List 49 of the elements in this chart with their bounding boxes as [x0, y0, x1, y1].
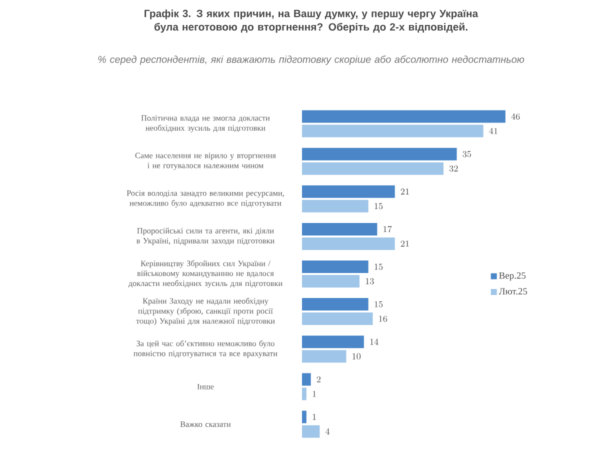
bar: [302, 237, 395, 250]
bar: [302, 312, 373, 326]
chart-title: Графік 3. З яких причин, на Вашу думку, у першу чергу Україна була неготовою до вторгнення? Оберіть до 2-х відповідей.: [144, 10, 478, 33]
bar: [302, 298, 368, 311]
bar: [302, 274, 360, 288]
bar: [302, 350, 346, 363]
bar: [302, 388, 306, 400]
bar: [302, 200, 368, 212]
y-tick-label: Політична влада не змогла докласти необхідних зусиль для підготовки: [141, 115, 270, 132]
data-label: 17: [384, 226, 392, 232]
chart-subtitle: % серед респондентів, які вважають підготовку скоріше або абсолютно недостатньою: [98, 56, 524, 65]
bar: [302, 425, 320, 438]
legend-label: Вер.25: [499, 272, 526, 281]
data-label: 15: [374, 301, 383, 308]
y-tick-label: За цей час об’єктивно неможливо було повністю підготуватися та все врахувати: [134, 340, 278, 358]
bar: [302, 222, 378, 236]
bar: [302, 260, 368, 273]
bar: [302, 148, 457, 160]
data-label: 41: [489, 128, 498, 134]
bar: [302, 373, 311, 386]
data-label: 15: [374, 203, 383, 210]
y-tick-label: Важко сказати: [180, 422, 231, 427]
data-label: 13: [366, 278, 374, 284]
y-tick-label: Проросійські сили та агенти, які діяли в Україні, підривали заходи підготовки: [136, 228, 274, 246]
bar: [302, 162, 444, 175]
data-label: 14: [370, 338, 378, 345]
bar: [302, 185, 395, 198]
data-label: 2: [316, 376, 321, 382]
y-tick-label: Країни Заходу не надали необхідну підтримку (зброю, санкції проти росії тощо) Україні для належної підготовки: [136, 298, 275, 326]
y-tick-label: Керівництву Збройних сил України / військовому командуванню не вдалося докласти необхідних зусиль для підготовки: [128, 260, 282, 288]
bar: [302, 124, 484, 138]
data-label: 35: [462, 151, 472, 158]
data-label: 10: [352, 353, 361, 360]
data-label: 46: [511, 113, 520, 120]
y-tick-label: Саме населення не вірило у вторгнення і не готувалося належним чином: [135, 152, 276, 170]
data-label: 21: [400, 240, 409, 247]
data-label: 1: [312, 390, 316, 397]
data-label: 15: [374, 264, 383, 270]
data-label: 4: [325, 428, 330, 434]
bar: [302, 336, 364, 348]
y-tick-label: Інше: [197, 384, 214, 390]
bar: [302, 410, 306, 424]
data-label: 1: [312, 414, 316, 420]
bar: [302, 110, 506, 123]
legend-label: Лют.25: [498, 288, 528, 295]
data-label: 16: [379, 316, 388, 322]
data-label: 32: [449, 166, 458, 172]
data-label: 21: [400, 188, 409, 195]
y-tick-label: Росія володіла занадто великими ресурсами, неможливо було адекватно все підготувати: [126, 190, 284, 208]
